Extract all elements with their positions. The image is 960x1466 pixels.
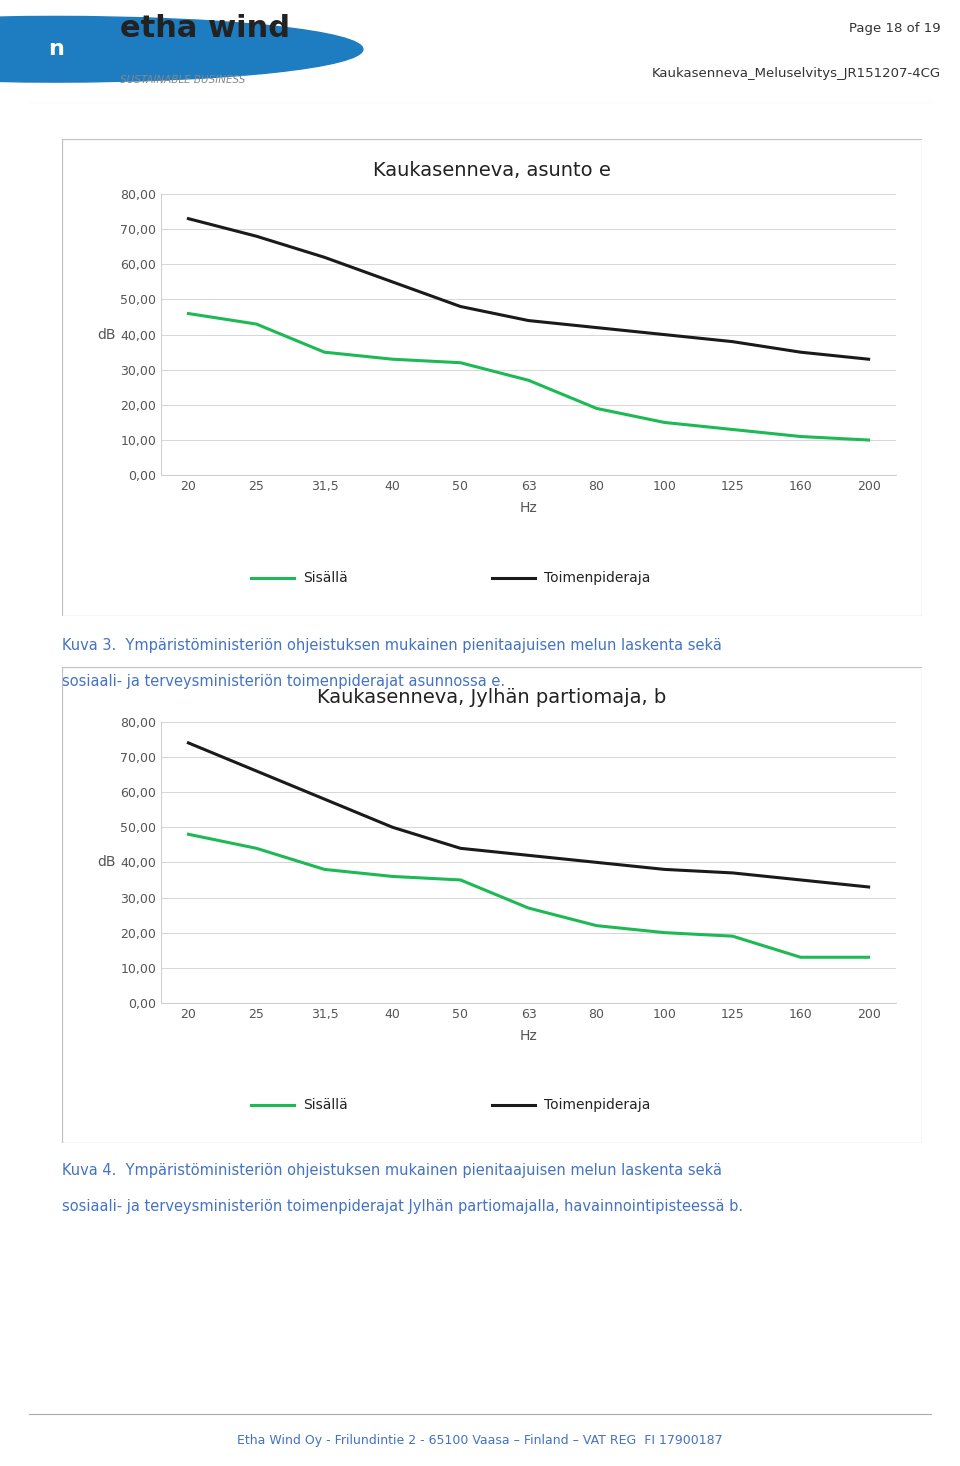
X-axis label: Hz: Hz: [519, 501, 538, 516]
X-axis label: Hz: Hz: [519, 1029, 538, 1044]
Text: Kaukasenneva, Jylhän partiomaja, b: Kaukasenneva, Jylhän partiomaja, b: [318, 689, 666, 708]
Text: Toimenpideraja: Toimenpideraja: [543, 570, 650, 585]
Text: Kuva 4.  Ympäristöministeriön ohjeistuksen mukainen pienitaajuisen melun laskent: Kuva 4. Ympäristöministeriön ohjeistukse…: [62, 1163, 722, 1177]
Circle shape: [0, 16, 363, 82]
Text: Sisällä: Sisällä: [303, 570, 348, 585]
Y-axis label: dB: dB: [97, 327, 116, 342]
Text: n: n: [48, 40, 63, 59]
Text: sosiaali- ja terveysministeriön toimenpiderajat asunnossa e.: sosiaali- ja terveysministeriön toimenpi…: [62, 674, 506, 689]
Text: Kaukasenneva_Meluselvitys_JR151207-4CG: Kaukasenneva_Meluselvitys_JR151207-4CG: [652, 67, 941, 81]
Text: Kaukasenneva, asunto e: Kaukasenneva, asunto e: [373, 161, 611, 180]
Text: sosiaali- ja terveysministeriön toimenpiderajat Jylhän partiomajalla, havainnoin: sosiaali- ja terveysministeriön toimenpi…: [62, 1199, 744, 1214]
Text: Sisällä: Sisällä: [303, 1098, 348, 1113]
Text: Kuva 3.  Ympäristöministeriön ohjeistuksen mukainen pienitaajuisen melun laskent: Kuva 3. Ympäristöministeriön ohjeistukse…: [62, 638, 722, 652]
Text: Page 18 of 19: Page 18 of 19: [850, 22, 941, 35]
Text: etha wind: etha wind: [120, 15, 290, 43]
Text: SUSTAINABLE BUSINESS: SUSTAINABLE BUSINESS: [120, 75, 246, 85]
Text: Etha Wind Oy - Frilundintie 2 - 65100 Vaasa – Finland – VAT REG  FI 17900187: Etha Wind Oy - Frilundintie 2 - 65100 Va…: [237, 1434, 723, 1447]
Text: Toimenpideraja: Toimenpideraja: [543, 1098, 650, 1113]
Y-axis label: dB: dB: [97, 855, 116, 869]
